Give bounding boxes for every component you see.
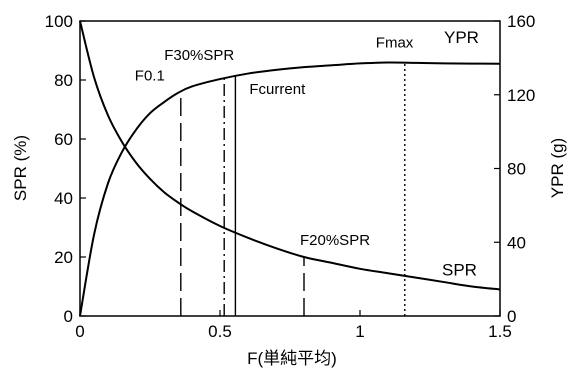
y2-tick-label: 80: [507, 160, 526, 179]
y2-axis-title: YPR (g): [548, 138, 567, 198]
curves: [79, 20, 501, 317]
y-axis-title: SPR (%): [11, 135, 30, 201]
y-tick-label: 80: [54, 71, 73, 90]
ref-label-fmax: Fmax: [376, 35, 414, 52]
y2-tick-label: 160: [507, 12, 535, 31]
ref-label-f30-spr: F30%SPR: [164, 47, 234, 64]
y2-tick-label: 120: [507, 86, 535, 105]
ref-label-f20-spr: F20%SPR: [300, 232, 370, 249]
series-label-ypr: YPR: [444, 28, 479, 47]
x-tick-label: 1.5: [488, 322, 512, 341]
reference-lines: [180, 62, 406, 316]
y-tick-label: 100: [45, 12, 73, 31]
y-tick-label: 20: [54, 248, 73, 267]
ref-label-f0-1: F0.1: [135, 68, 165, 85]
x-tick-label: 1: [355, 322, 364, 341]
plot-frame: [79, 20, 501, 317]
series-label-spr: SPR: [442, 260, 477, 279]
y-tick-label: 0: [64, 307, 73, 326]
series-line-spr: [79, 20, 501, 291]
y2-tick-label: 40: [507, 233, 526, 252]
x-tick-label: 0: [75, 322, 84, 341]
y2-tick-label: 0: [507, 307, 516, 326]
x-tick-label: 0.5: [208, 322, 232, 341]
ref-label-fcurrent: Fcurrent: [249, 81, 306, 98]
y-tick-label: 60: [54, 130, 73, 149]
y-tick-label: 40: [54, 189, 73, 208]
ticks: [79, 20, 501, 317]
labels: 0 0.5 1 1.502040608010004080120160F0.1F30%S…: [45, 12, 536, 341]
series-line-ypr: [79, 61, 501, 317]
x-axis-title: F(単純平均): [247, 349, 337, 368]
